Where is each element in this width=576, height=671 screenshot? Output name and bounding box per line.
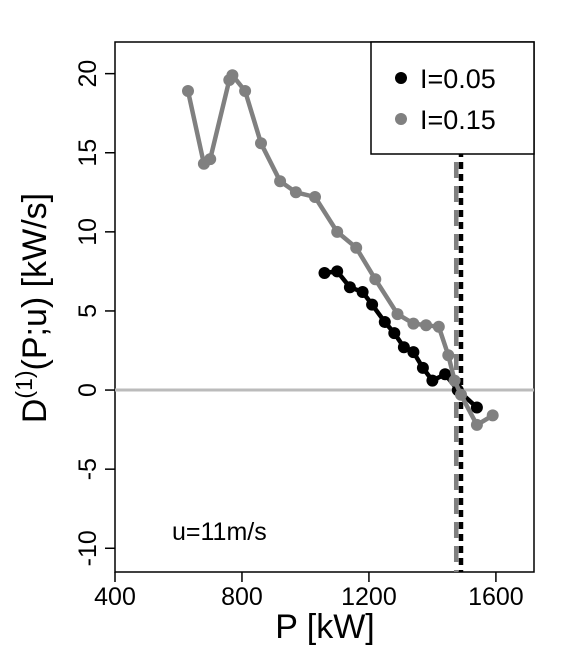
data-point-series-0-6 <box>388 327 401 340</box>
legend-marker-series-1 <box>395 113 407 125</box>
data-point-series-0-3 <box>356 286 369 298</box>
data-point-series-0-4 <box>366 298 379 311</box>
data-point-series-1-2 <box>204 153 217 166</box>
data-point-series-1-10 <box>331 225 344 238</box>
data-point-series-0-2 <box>343 281 356 294</box>
y-tick-label-10: 10 <box>74 218 102 246</box>
y-axis-title-main: D <box>16 399 54 424</box>
data-point-series-1-18 <box>448 374 461 387</box>
y-tick-label-0: 0 <box>74 383 102 397</box>
x-axis: 400 800 1200 1600 <box>94 572 524 611</box>
y-tick-label--10: -10 <box>74 530 102 566</box>
wind-speed-annotation: u=11m/s <box>172 518 267 546</box>
x-tick-label-1200: 1200 <box>341 583 397 611</box>
legend: I=0.05 I=0.15 <box>370 41 535 155</box>
data-point-series-1-6 <box>255 137 267 150</box>
x-tick-label-400: 400 <box>94 583 136 611</box>
y-axis-title-superscript: (1) <box>11 370 37 398</box>
data-point-series-0-11 <box>439 368 452 381</box>
legend-box <box>370 41 535 155</box>
y-tick-label-15: 15 <box>74 139 102 167</box>
legend-label-series-1: I=0.15 <box>420 105 496 135</box>
y-axis-title-rest: (P;u) [kW/s] <box>16 193 54 371</box>
data-point-series-0-7 <box>397 341 410 354</box>
data-point-series-1-4 <box>226 69 239 82</box>
data-point-series-1-12 <box>369 273 382 286</box>
data-point-series-0-0 <box>318 267 331 279</box>
data-point-series-1-14 <box>407 317 420 330</box>
legend-marker-series-0 <box>395 72 407 84</box>
series-0 <box>318 265 483 414</box>
data-point-series-1-19 <box>455 388 467 401</box>
data-point-series-1-8 <box>289 186 302 199</box>
data-point-series-1-16 <box>432 320 445 333</box>
data-point-series-0-8 <box>407 346 420 359</box>
data-point-series-1-15 <box>420 319 433 332</box>
x-tick-label-800: 800 <box>221 583 263 611</box>
y-axis: -10 -5 0 5 10 15 20 <box>74 60 115 566</box>
data-point-series-0-9 <box>416 361 429 374</box>
data-point-series-0-1 <box>331 265 344 278</box>
x-tick-label-1600: 1600 <box>468 583 524 611</box>
data-point-series-1-17 <box>442 349 455 362</box>
y-tick-label-5: 5 <box>74 304 102 318</box>
data-point-series-0-13 <box>470 401 483 414</box>
legend-label-series-0: I=0.05 <box>420 64 496 94</box>
data-point-series-1-21 <box>486 409 499 422</box>
data-point-series-1-7 <box>274 175 287 188</box>
plot-frame <box>114 41 535 573</box>
series-layer <box>182 69 499 431</box>
y-axis-title: D(1)(P;u) [kW/s] <box>11 193 54 423</box>
data-point-series-0-10 <box>426 374 439 387</box>
x-axis-title: P [kW] <box>275 608 375 646</box>
data-point-series-1-20 <box>470 418 483 431</box>
data-point-series-1-11 <box>350 241 363 254</box>
data-point-series-1-0 <box>182 85 194 97</box>
series-1 <box>182 69 499 431</box>
data-point-series-0-5 <box>378 316 391 328</box>
y-tick-label--5: -5 <box>74 458 102 480</box>
data-point-series-1-9 <box>309 191 321 203</box>
data-point-series-1-5 <box>239 85 252 97</box>
data-point-series-1-13 <box>391 308 404 321</box>
y-tick-label-20: 20 <box>74 60 102 88</box>
